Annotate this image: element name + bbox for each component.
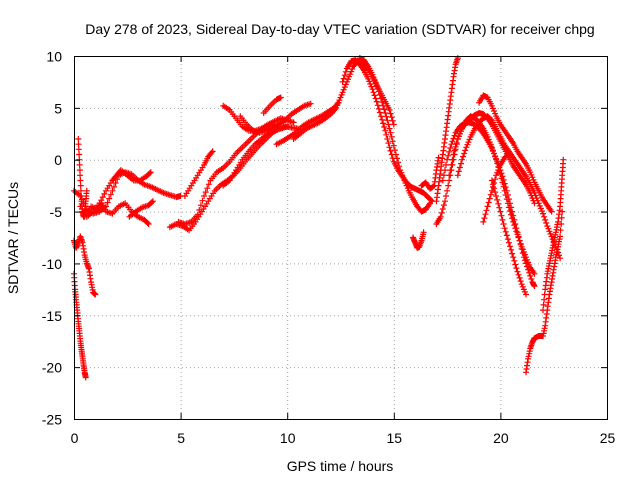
y-tick-label: 10 [46,49,62,65]
series-arc28 [523,208,566,376]
data-point-markers [290,58,433,215]
series-arc24 [454,113,564,262]
data-point-markers [339,57,436,205]
series-arc29 [540,156,567,314]
series-arc14 [260,94,284,116]
x-tick-label: 0 [71,430,79,446]
axes: 0 5 10 15 20 25 -25 -20 -15 -10 -5 0 5 10 [42,49,616,447]
data-point-markers [454,113,564,262]
chart-title: Day 278 of 2023, Sidereal Day-to-day VTE… [85,21,594,37]
data-point-markers [126,198,156,220]
x-tick-label: 20 [493,430,509,446]
data-marks [71,55,567,381]
x-tick-label: 25 [600,430,616,446]
series-arc6 [81,200,152,227]
y-tick-label: 0 [54,152,62,168]
x-tick-label: 10 [280,430,296,446]
series-arc7 [126,198,156,220]
data-point-markers [81,200,152,227]
series-arc2 [71,270,89,381]
data-point-markers [476,92,555,215]
x-axis-label: GPS time / hours [287,458,394,474]
data-point-markers [260,94,284,116]
data-point-markers [433,55,461,205]
series-arc19 [410,229,427,251]
plot-frame [74,56,608,420]
series-arc25 [476,92,555,215]
y-tick-label: -15 [42,308,62,324]
data-point-markers [540,156,567,314]
y-tick-label: -10 [42,256,62,272]
y-tick-label: -20 [42,360,62,376]
series-arc17 [339,57,436,205]
y-tick-label: 5 [54,100,62,116]
data-point-markers [418,154,442,192]
data-point-markers [410,229,427,251]
data-point-markers [181,148,216,199]
series-arc30 [418,154,442,192]
series-arc27 [480,150,512,225]
data-point-markers [71,270,89,381]
y-tick-label: -25 [42,412,62,428]
series-arc10 [181,148,216,199]
data-point-markers [237,100,314,136]
series-arc13 [237,100,314,136]
data-point-markers [480,150,512,225]
data-point-markers [356,55,397,128]
data-point-markers [523,208,566,376]
data-point-markers [488,177,529,298]
series-arc16 [290,58,433,215]
series-arc20 [433,55,461,205]
y-axis-label: SDTVAR / TECUs [5,182,21,294]
y-tick-label: -5 [50,204,63,220]
series-arc18 [356,55,397,128]
x-tick-label: 5 [177,430,185,446]
x-tick-label: 15 [387,430,403,446]
series-arc26 [488,177,529,298]
